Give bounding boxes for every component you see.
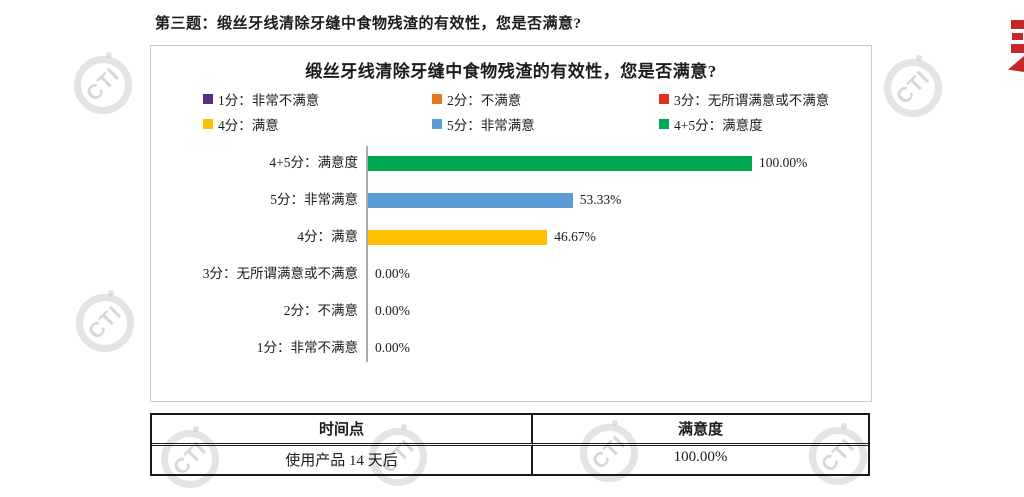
watermark-dot (611, 420, 618, 426)
category-label: 5分：非常满意 (270, 192, 358, 207)
table-header-satisfaction: 满意度 (533, 415, 868, 446)
legend-swatch (432, 94, 442, 104)
bar (368, 155, 752, 171)
chart-legend: 1分：非常不满意 2分：不满意 3分：无所谓满意或不满意 4分：满意 5分：非常… (203, 90, 858, 133)
category-label: 4+5分：满意度 (269, 155, 358, 170)
red-seal-fragment (1011, 20, 1024, 29)
chart-row: 2分：不满意 0.00% (0, 303, 1024, 319)
value-label: 53.33% (579, 192, 622, 207)
table-row: 使用产品 14 天后 100.00% (152, 446, 868, 474)
watermark-dot (105, 52, 112, 58)
legend-label: 1分：非常不满意 (218, 93, 320, 108)
watermark-label: CTI (891, 66, 934, 109)
chart-row: 3分：无所谓满意或不满意 0.00% (0, 266, 1024, 282)
red-seal-fragment (1008, 56, 1024, 72)
category-label: 3分：无所谓满意或不满意 (202, 266, 358, 281)
value-label: 0.00% (375, 340, 410, 355)
table-header-timepoint: 时间点 (152, 415, 533, 446)
cti-watermark: CTI (74, 52, 132, 114)
category-label: 2分：不满意 (283, 303, 358, 318)
watermark-label: CTI (81, 63, 124, 106)
legend-swatch (432, 119, 442, 129)
watermark-dot (915, 55, 922, 61)
chart-row: 4分：满意 46.67% (0, 229, 1024, 245)
table-cell-satisfaction: 100.00% (673, 449, 728, 465)
value-label: 0.00% (375, 266, 410, 281)
watermark-dot (840, 423, 847, 429)
legend-swatch (659, 119, 669, 129)
legend-item: 2分：不满意 (432, 90, 659, 108)
legend-swatch (203, 94, 213, 104)
value-label: 46.67% (554, 229, 596, 244)
chart-row: 5分：非常满意 53.33% (0, 192, 1024, 208)
legend-label: 4分：满意 (218, 118, 279, 133)
cti-watermark: CTI (76, 290, 134, 352)
watermark-dot (400, 424, 407, 430)
legend-item: 3分：无所谓满意或不满意 (659, 90, 858, 108)
legend-item: 4分：满意 (203, 115, 432, 133)
y-axis-line (366, 146, 368, 362)
bar (368, 192, 573, 208)
category-label: 1分：非常不满意 (256, 340, 358, 355)
cti-watermark: CTI (809, 423, 867, 485)
chart-title: 缎丝牙线清除牙缝中食物残渣的有效性，您是否满意? (305, 62, 717, 81)
chart-panel (150, 45, 872, 402)
legend-item: 4+5分：满意度 (659, 115, 858, 133)
legend-swatch (659, 94, 669, 104)
legend-label: 4+5分：满意度 (674, 118, 763, 133)
watermark-dot (192, 426, 199, 432)
chart-row: 4+5分：满意度 100.00% (0, 155, 1024, 171)
legend-item: 5分：非常满意 (432, 115, 659, 133)
table-cell-timepoint: 使用产品 14 天后 (152, 446, 533, 474)
category-label: 4分：满意 (297, 229, 358, 244)
value-label: 0.00% (375, 303, 410, 318)
cti-watermark: CTI (161, 426, 219, 488)
cti-watermark: CTI (369, 424, 427, 486)
table-header-row: 时间点 满意度 (152, 415, 868, 446)
legend-label: 5分：非常满意 (447, 118, 535, 133)
legend-label: 3分：无所谓满意或不满意 (674, 93, 830, 108)
summary-table: 时间点 满意度 使用产品 14 天后 100.00% (150, 413, 870, 476)
cti-watermark: CTI (884, 55, 942, 117)
value-label: 100.00% (759, 155, 808, 170)
chart-row: 1分：非常不满意 0.00% (0, 340, 1024, 356)
cti-watermark: CTI (580, 420, 638, 482)
legend-swatch (203, 119, 213, 129)
legend-label: 2分：不满意 (447, 93, 522, 108)
legend-item: 1分：非常不满意 (203, 90, 432, 108)
page-title: 第三题：缎丝牙线清除牙缝中食物残渣的有效性，您是否满意? (155, 16, 582, 32)
watermark-dot (107, 290, 114, 296)
bar (368, 229, 548, 245)
